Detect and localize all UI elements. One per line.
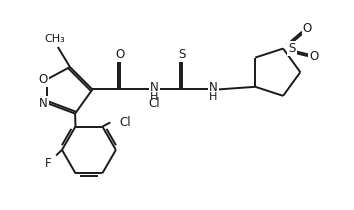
Text: O: O bbox=[115, 48, 125, 61]
Text: Cl: Cl bbox=[149, 97, 160, 110]
Text: CH₃: CH₃ bbox=[45, 34, 65, 44]
Text: Cl: Cl bbox=[119, 116, 131, 129]
Text: O: O bbox=[303, 22, 312, 35]
Text: N: N bbox=[209, 81, 218, 94]
Text: O: O bbox=[39, 73, 48, 86]
Text: H: H bbox=[150, 92, 159, 102]
Text: N: N bbox=[150, 81, 159, 94]
Text: N: N bbox=[39, 97, 48, 110]
Text: O: O bbox=[309, 50, 318, 63]
Text: F: F bbox=[45, 157, 51, 170]
Text: H: H bbox=[209, 92, 217, 102]
Text: S: S bbox=[288, 42, 296, 55]
Text: S: S bbox=[178, 48, 186, 61]
